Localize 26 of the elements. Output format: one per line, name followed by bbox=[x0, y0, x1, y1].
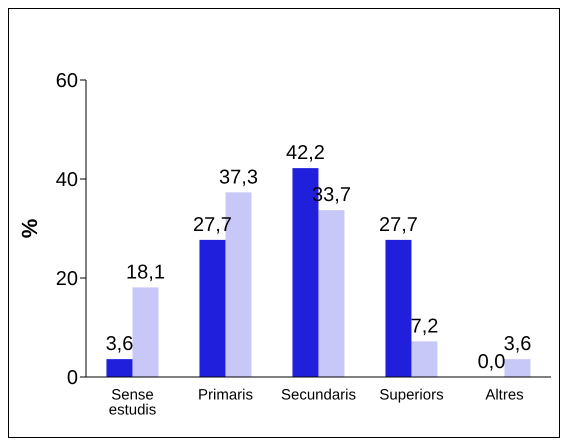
x-tick-label: Sense estudis bbox=[108, 386, 156, 419]
data-label: 37,3 bbox=[219, 166, 258, 188]
bar bbox=[318, 210, 344, 377]
bar bbox=[504, 359, 530, 377]
data-label: 27,7 bbox=[193, 214, 232, 236]
y-tick-label: 60 bbox=[56, 70, 78, 92]
data-label: 42,2 bbox=[286, 142, 325, 164]
data-label: 18,1 bbox=[126, 261, 165, 284]
bar bbox=[132, 287, 158, 377]
data-label: 7,2 bbox=[410, 315, 438, 338]
x-tick-label: Altres bbox=[485, 386, 524, 404]
y-tick-label: 20 bbox=[56, 268, 78, 290]
data-label: 3,6 bbox=[106, 333, 134, 356]
y-tick-label: 40 bbox=[56, 169, 78, 192]
data-label: 0,0 bbox=[478, 351, 506, 373]
bar bbox=[106, 359, 132, 377]
x-tick-label: Secundaris bbox=[280, 386, 356, 404]
x-tick-label: Primaris bbox=[198, 386, 253, 404]
data-label: 27,7 bbox=[379, 214, 418, 236]
bar bbox=[199, 240, 226, 377]
bar bbox=[385, 240, 412, 377]
y-axis-title: % bbox=[16, 218, 42, 238]
data-label: 3,6 bbox=[504, 333, 532, 356]
bar bbox=[411, 341, 438, 377]
x-tick-label: Superiors bbox=[379, 386, 444, 404]
y-tick-label: 0 bbox=[66, 367, 78, 390]
